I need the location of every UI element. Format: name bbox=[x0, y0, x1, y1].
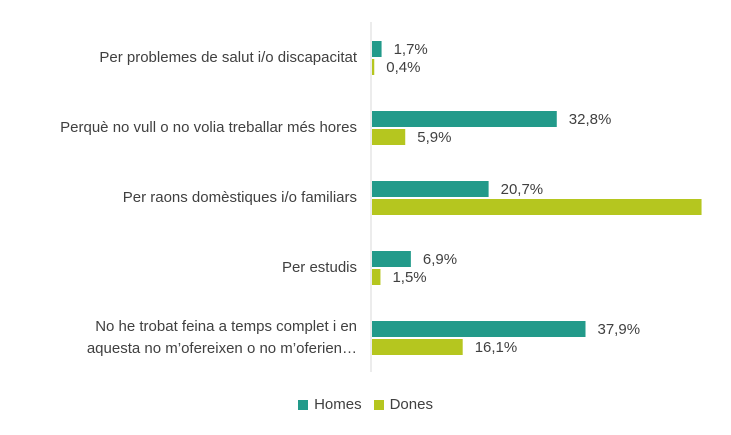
bar-dones bbox=[372, 129, 406, 145]
category-label: Per problemes de salut i/o discapacitat bbox=[99, 49, 357, 66]
bar-homes bbox=[372, 111, 557, 127]
data-label-homes: 32,8% bbox=[569, 111, 612, 128]
legend-label-dones: Dones bbox=[389, 396, 433, 413]
category-label: Per estudis bbox=[282, 259, 357, 276]
legend-swatch-homes bbox=[298, 399, 309, 410]
bar-homes bbox=[372, 181, 489, 197]
bar-dones bbox=[372, 199, 702, 215]
category-label: Perquè no vull o no volia treballar més … bbox=[60, 119, 357, 136]
data-label-dones: 5,9% bbox=[417, 129, 451, 146]
data-label-homes: 37,9% bbox=[598, 321, 641, 338]
data-label-homes: 1,7% bbox=[394, 41, 428, 58]
bar-dones bbox=[372, 59, 375, 75]
data-label-dones: 0,4% bbox=[386, 59, 420, 76]
legend: Homes Dones bbox=[0, 396, 731, 413]
data-label-dones: 1,5% bbox=[392, 269, 426, 286]
legend-label-homes: Homes bbox=[314, 396, 362, 413]
legend-item-homes: Homes bbox=[298, 396, 362, 413]
legend-swatch-dones bbox=[373, 399, 384, 410]
bar-homes bbox=[372, 41, 382, 57]
legend-item-dones: Dones bbox=[373, 396, 433, 413]
data-label-homes: 6,9% bbox=[423, 251, 457, 268]
bar-homes bbox=[372, 321, 586, 337]
bar-homes bbox=[372, 251, 411, 267]
bar-dones bbox=[372, 339, 463, 355]
data-label-dones: 16,1% bbox=[475, 339, 518, 356]
bar-dones bbox=[372, 269, 381, 285]
category-label: No he trobat feina a temps complet i en a… bbox=[87, 318, 357, 357]
data-label-homes: 20,7% bbox=[501, 181, 544, 198]
category-label: Per raons domèstiques i/o familiars bbox=[123, 189, 357, 206]
